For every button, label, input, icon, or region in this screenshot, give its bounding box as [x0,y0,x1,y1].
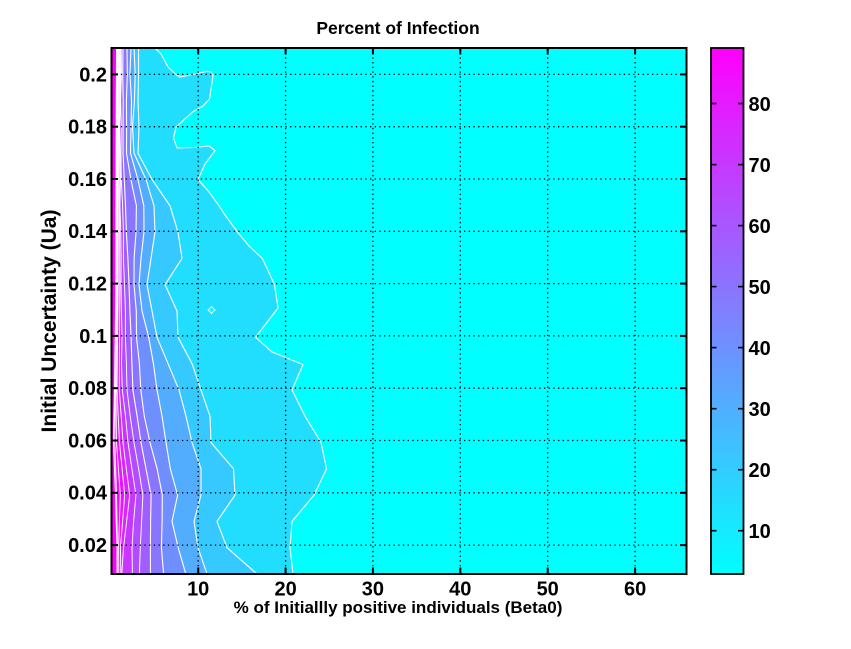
svg-text:0.02: 0.02 [68,535,107,557]
svg-text:30: 30 [362,579,384,601]
svg-text:70: 70 [749,155,771,177]
svg-text:50: 50 [537,579,559,601]
svg-text:0.18: 0.18 [68,117,107,139]
svg-text:60: 60 [749,216,771,238]
svg-text:Percent of Infection: Percent of Infection [316,18,479,38]
svg-text:0.1: 0.1 [79,326,107,348]
svg-text:40: 40 [749,338,771,360]
svg-text:10: 10 [749,521,771,543]
svg-text:0.16: 0.16 [68,169,107,191]
svg-text:80: 80 [749,94,771,116]
svg-text:0.04: 0.04 [68,483,108,505]
svg-text:60: 60 [624,579,646,601]
svg-text:% of Initiallly positive indiv: % of Initiallly positive individuals (Be… [234,598,563,617]
svg-text:40: 40 [449,579,471,601]
svg-text:10: 10 [187,579,209,601]
svg-text:0.06: 0.06 [68,430,107,452]
svg-text:0.2: 0.2 [79,64,107,86]
svg-text:0.14: 0.14 [68,221,108,243]
svg-text:0.08: 0.08 [68,378,107,400]
svg-text:20: 20 [749,460,771,482]
svg-text:0.12: 0.12 [68,274,107,296]
svg-text:50: 50 [749,277,771,299]
svg-text:30: 30 [749,399,771,421]
svg-text:Initial Uncertainty (Ua): Initial Uncertainty (Ua) [38,210,61,433]
svg-text:20: 20 [274,579,296,601]
